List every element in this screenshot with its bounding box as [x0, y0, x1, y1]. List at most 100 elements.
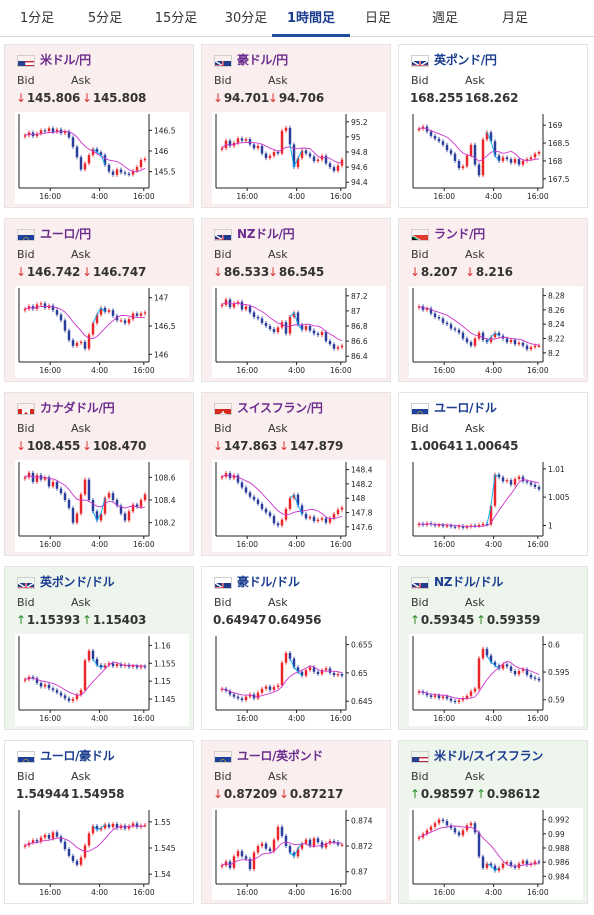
chart-area[interactable]: 148.4 148.2 148 147.8 147.6 16:00 4:00 16:00 [212, 460, 386, 552]
candle [75, 694, 79, 700]
pair-name[interactable]: ユーロ/英ポンド [237, 749, 323, 763]
tab-daily[interactable]: 日足 [364, 11, 391, 26]
currency-card[interactable]: NZドル/円 Bid Ask ↓86.533 ↓86.545 87.2 87 86.8 86.6… [201, 218, 391, 382]
chart-area[interactable]: 1.55 1.545 1.54 16:00 4:00 16:00 [15, 808, 189, 900]
chart-area[interactable]: 1.01 1.005 1 16:00 4:00 16:00 [409, 460, 583, 552]
candle [272, 839, 276, 852]
candle [509, 159, 513, 163]
x-tick-label: 16:00 [236, 540, 258, 549]
y-tick-label: 147.6 [351, 523, 373, 532]
chart-area[interactable]: 0.6 0.595 0.59 16:00 4:00 16:00 [409, 634, 583, 726]
candle [111, 823, 115, 828]
pair-name[interactable]: ユーロ/円 [40, 227, 91, 241]
pair-name[interactable]: 米ドル/スイスフラン [434, 749, 544, 763]
pair-name[interactable]: 豪ドル/ドル [237, 575, 300, 589]
pair-name[interactable]: ユーロ/豪ドル [40, 749, 115, 763]
currency-card[interactable]: NZドル/ドル Bid Ask ↑0.59345 ↑0.59359 0.6 0.595 0.5… [398, 566, 588, 730]
ask-value: 146.747 [92, 265, 147, 279]
down-arrow-icon: ↓ [213, 91, 223, 105]
chart-area[interactable]: 1.16 1.155 1.15 1.145 16:00 4:00 16:00 [15, 634, 189, 726]
candle [252, 852, 256, 870]
candle [35, 840, 39, 842]
candle [39, 837, 43, 842]
candle [417, 691, 421, 693]
chart-area[interactable]: 0.655 0.65 0.645 16:00 4:00 16:00 [212, 634, 386, 726]
pair-name[interactable]: NZドル/円 [237, 227, 295, 241]
pair-name[interactable]: ランド/円 [434, 227, 485, 241]
candle [469, 691, 473, 696]
currency-card[interactable]: ユーロ/豪ドル Bid Ask 1.54944 1.54958 1.55 1.545 1.54… [4, 740, 194, 904]
flag-icon [411, 55, 429, 67]
price-chart: 1.55 1.545 1.54 16:00 4:00 16:00 [18, 810, 176, 897]
candle [509, 862, 513, 866]
candle [260, 503, 264, 509]
chart-area[interactable]: 95.2 95 94.8 94.6 94.4 16:00 4:00 16:00 [212, 112, 386, 204]
candle [304, 670, 308, 676]
candle [477, 524, 481, 527]
currency-card[interactable]: ユーロ/英ポンド Bid Ask ↓0.87209 ↓0.87217 0.874 0.872… [201, 740, 391, 904]
candle [525, 481, 529, 483]
currency-card[interactable]: 英ポンド/ドル Bid Ask ↑1.15393 ↑1.15403 1.16 1.155 1.… [4, 566, 194, 730]
tab-5min[interactable]: 5分足 [87, 11, 123, 26]
currency-card[interactable]: 英ポンド/円 Bid Ask 168.255 168.262 169 168.5 168 167… [398, 44, 588, 208]
currency-card[interactable]: 豪ドル/円 Bid Ask ↓94.701 ↓94.706 95.2 95 94.8 94.6 9… [201, 44, 391, 208]
candle [461, 830, 465, 836]
tab-weekly[interactable]: 週足 [431, 11, 458, 26]
candle [288, 653, 292, 659]
chart-area[interactable]: 108.6 108.4 108.2 16:00 4:00 16:00 [15, 460, 189, 552]
pair-name[interactable]: 米ドル/円 [40, 53, 91, 67]
chart-area[interactable]: 146.5 146 145.5 16:00 4:00 16:00 [15, 112, 189, 204]
candle [437, 138, 441, 142]
candle [47, 834, 51, 839]
y-tick-label: 0.984 [548, 872, 570, 881]
candle [107, 493, 111, 498]
candle [529, 674, 533, 678]
currency-card[interactable]: ユーロ/円 Bid Ask ↓146.742 ↓146.747 147 146.5 146 16… [4, 218, 194, 382]
pair-name[interactable]: カナダドル/円 [40, 401, 115, 415]
tab-30min[interactable]: 30分足 [224, 11, 268, 26]
tab-1min[interactable]: 1分足 [19, 11, 55, 26]
candle [220, 304, 224, 307]
currency-card[interactable]: スイスフラン/円 Bid Ask ↓147.863 ↓147.879 148.4 148.2… [201, 392, 391, 556]
currency-card[interactable]: カナダドル/円 Bid Ask ↓108.455 ↓108.470 108.6 108.4 1… [4, 392, 194, 556]
chart-area[interactable]: 0.874 0.872 0.87 16:00 4:00 16:00 [212, 808, 386, 900]
x-tick-label: 4:00 [91, 540, 108, 549]
pair-name[interactable]: NZドル/ドル [434, 575, 504, 589]
tab-1hour[interactable]: 1時間足 [272, 0, 350, 37]
pair-name[interactable]: 英ポンド/ドル [40, 575, 115, 589]
bid-value: 168.255 [410, 91, 464, 105]
candle [340, 844, 344, 846]
pair-name[interactable]: ユーロ/ドル [434, 401, 497, 415]
currency-card[interactable]: 豪ドル/ドル Bid Ask 0.64947 0.64956 0.655 0.65 0.645… [201, 566, 391, 730]
candle [67, 849, 71, 856]
candle [288, 498, 292, 509]
currency-card[interactable]: ランド/円 Bid Ask ↓8.207 ↓8.216 8.28 8.26 8.24 8.22 8… [398, 218, 588, 382]
currency-card[interactable]: 米ドル/スイスフラン Bid Ask ↑0.98597 ↑0.98612 0.992 0.9… [398, 740, 588, 904]
candle [260, 843, 264, 847]
currency-card[interactable]: 米ドル/円 Bid Ask ↓145.806 ↓145.808 146.5 146 145.5… [4, 44, 194, 208]
ask-price: 1.00645 [465, 439, 518, 453]
chart-area[interactable]: 87.2 87 86.8 86.6 86.4 16:00 4:00 16:00 [212, 286, 386, 378]
moving-average-line [24, 474, 146, 509]
chart-area[interactable]: 147 146.5 146 16:00 4:00 16:00 [15, 286, 189, 378]
candle [232, 694, 236, 697]
pair-name[interactable]: 豪ドル/円 [237, 53, 288, 67]
x-tick-label: 4:00 [91, 192, 108, 201]
candle [35, 678, 39, 683]
chart-area[interactable]: 169 168.5 168 167.5 16:00 4:00 16:00 [409, 112, 583, 204]
x-tick-label: 16:00 [236, 888, 258, 897]
currency-card[interactable]: ユーロ/ドル Bid Ask 1.00641 1.00645 1.01 1.005 1 16:0… [398, 392, 588, 556]
candle [521, 342, 525, 346]
pair-name[interactable]: スイスフラン/円 [237, 401, 323, 415]
down-arrow-icon: ↓ [465, 265, 475, 279]
chart-area[interactable]: 0.992 0.99 0.988 0.986 0.984 16:00 4:00 16:00 [409, 808, 583, 900]
tab-15min[interactable]: 15分足 [154, 11, 198, 26]
candle [39, 303, 43, 305]
candle [324, 332, 328, 342]
chart-area[interactable]: 8.28 8.26 8.24 8.22 8.2 16:00 4:00 16:00 [409, 286, 583, 378]
pair-name[interactable]: 英ポンド/円 [434, 53, 497, 67]
candle [473, 688, 477, 692]
tab-monthly[interactable]: 月足 [501, 11, 528, 26]
y-tick-label: 146 [154, 350, 169, 359]
candle [324, 668, 328, 671]
